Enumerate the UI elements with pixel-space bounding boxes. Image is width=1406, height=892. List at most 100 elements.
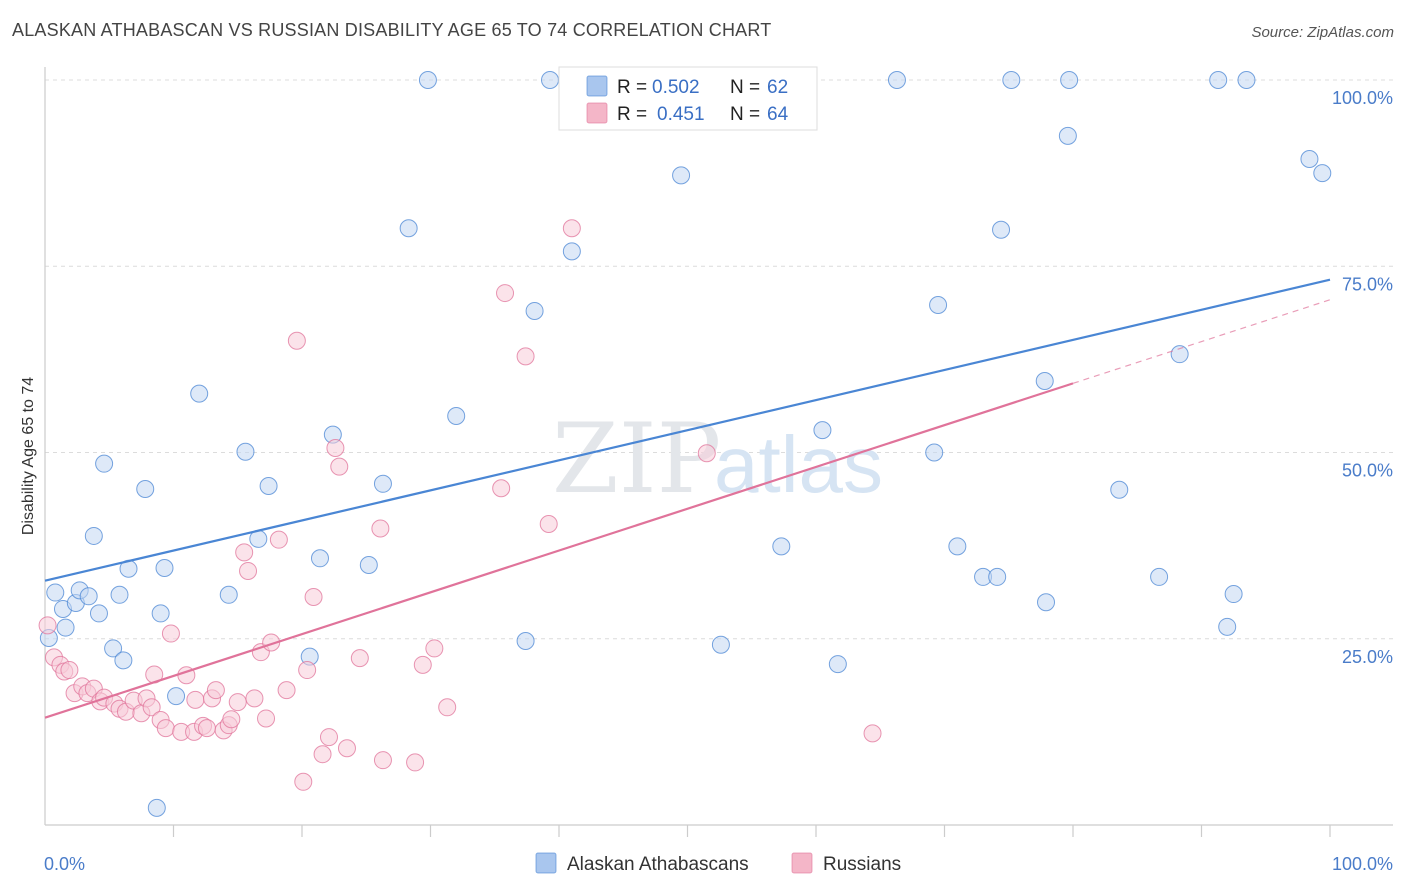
legend-swatch-russians xyxy=(586,102,608,124)
axes xyxy=(44,67,1393,837)
data-point xyxy=(219,585,238,604)
legend-n-label-athabascan: N = xyxy=(730,77,760,98)
data-point xyxy=(371,519,390,538)
data-point xyxy=(239,561,258,580)
legend-n-label-russians: N = xyxy=(730,104,760,125)
watermark-atlas: atlas xyxy=(714,420,883,509)
watermark-zip: ZIP xyxy=(552,403,721,515)
data-point xyxy=(1300,149,1319,168)
y-tick-label: 100.0% xyxy=(1332,88,1393,108)
data-point xyxy=(228,693,247,712)
data-point xyxy=(373,751,392,770)
data-point xyxy=(359,555,378,574)
trendline-athabascan xyxy=(44,278,1331,582)
data-point xyxy=(190,384,209,403)
data-point xyxy=(46,583,65,602)
data-point xyxy=(399,219,418,238)
data-point xyxy=(1218,617,1237,636)
data-point xyxy=(147,798,166,817)
data-point xyxy=(142,698,161,717)
bottom-legend-swatch-athabascan xyxy=(535,852,557,874)
data-point xyxy=(287,331,306,350)
legend-r-label-russians: R = xyxy=(617,104,647,125)
data-point xyxy=(1060,71,1079,89)
data-point xyxy=(337,739,356,758)
data-point xyxy=(56,618,75,637)
watermark: ZIP atlas xyxy=(552,403,883,515)
chart-title: ALASKAN ATHABASCAN VS RUSSIAN DISABILITY… xyxy=(12,20,772,40)
data-point xyxy=(496,284,515,303)
trendlines xyxy=(44,278,1331,719)
data-point xyxy=(1058,126,1077,145)
data-point xyxy=(418,71,437,89)
data-point xyxy=(1170,345,1189,364)
legend-r-value-russians: 0.451 xyxy=(657,104,705,125)
data-point xyxy=(929,295,948,314)
data-point xyxy=(79,587,98,606)
data-point xyxy=(813,421,832,440)
data-point xyxy=(887,71,906,89)
data-point xyxy=(492,479,511,498)
data-point xyxy=(438,698,457,717)
data-point xyxy=(992,220,1011,239)
data-point xyxy=(1150,567,1169,586)
y-tick-labels: 25.0% 50.0% 75.0% 100.0% xyxy=(1332,88,1393,667)
data-point xyxy=(206,681,225,700)
data-point xyxy=(697,444,716,463)
bottom-legend-label-athabascan: Alaskan Athabascans xyxy=(567,854,749,875)
data-point xyxy=(269,530,288,549)
trendline-russians xyxy=(44,382,1074,719)
data-point xyxy=(136,480,155,499)
y-tick-label: 25.0% xyxy=(1342,647,1393,667)
data-point xyxy=(562,219,581,238)
legend-swatch-athabascan xyxy=(586,75,608,97)
data-point xyxy=(110,585,129,604)
data-point xyxy=(197,719,216,738)
data-point xyxy=(1224,585,1243,604)
data-point xyxy=(294,772,313,791)
legend: R = 0.502 N = 62 R = 0.451 N = 64 xyxy=(558,66,818,131)
data-point xyxy=(114,651,133,670)
data-point xyxy=(539,515,558,534)
y-axis-title: Disability Age 65 to 74 xyxy=(20,377,37,535)
data-point xyxy=(1035,371,1054,390)
data-point xyxy=(259,477,278,496)
data-point xyxy=(373,474,392,493)
trendline-russians-extension xyxy=(1072,299,1331,384)
data-point xyxy=(330,457,349,476)
series-russians xyxy=(38,219,882,791)
data-point xyxy=(988,567,1007,586)
data-point xyxy=(310,549,329,568)
data-point xyxy=(156,719,175,738)
data-point xyxy=(60,661,79,680)
legend-n-value-russians: 64 xyxy=(767,104,789,125)
data-point xyxy=(89,604,108,623)
data-point xyxy=(104,639,123,658)
data-point xyxy=(313,745,332,764)
bottom-legend: Alaskan Athabascans Russians xyxy=(535,852,901,875)
data-point xyxy=(151,604,170,623)
x-tick-label: 0.0% xyxy=(44,854,85,874)
data-point xyxy=(84,526,103,545)
data-point xyxy=(1037,593,1056,612)
data-point xyxy=(245,689,264,708)
data-point xyxy=(236,442,255,461)
data-point xyxy=(525,301,544,320)
data-point xyxy=(277,681,296,700)
data-point xyxy=(828,655,847,674)
data-point xyxy=(516,631,535,650)
data-point xyxy=(863,724,882,743)
bottom-legend-swatch-russians xyxy=(791,852,813,874)
y-tick-label: 50.0% xyxy=(1342,461,1393,481)
data-point xyxy=(541,71,560,89)
data-point xyxy=(925,443,944,462)
data-point xyxy=(413,655,432,674)
data-point xyxy=(257,709,276,728)
chart-source: Source: ZipAtlas.com xyxy=(1251,24,1394,41)
data-point xyxy=(38,616,57,635)
data-point xyxy=(319,728,338,747)
data-point xyxy=(167,687,186,706)
data-point xyxy=(326,439,345,458)
x-tick-label: 100.0% xyxy=(1332,854,1393,874)
